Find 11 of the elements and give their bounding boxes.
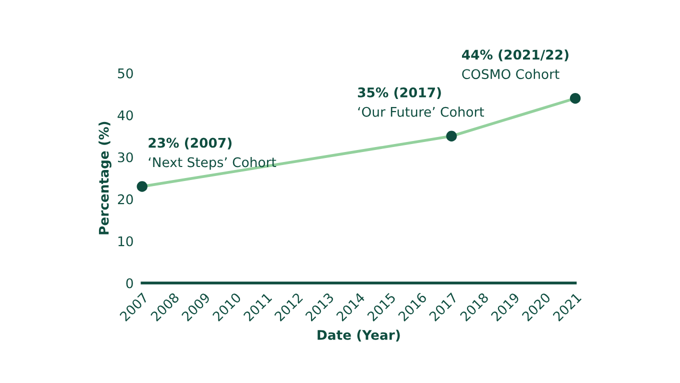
y-tick-label: 10 — [118, 236, 133, 246]
y-tick-label: 30 — [118, 152, 133, 162]
annotation: 35% (2017) ‘Our Future’ Cohort — [358, 87, 484, 117]
y-tick-label: 20 — [118, 194, 133, 204]
annotation: 44% (2021/22) COSMO Cohort — [462, 49, 568, 80]
y-tick-label: 50 — [118, 68, 133, 78]
y-tick-label: 0 — [126, 278, 133, 288]
y-tick-label: 40 — [118, 110, 133, 120]
x-axis-title: Date (Year) — [318, 330, 400, 342]
y-axis-title: Percentage (%) — [98, 122, 112, 234]
annotation: 23% (2007) ‘Next Steps’ Cohort — [148, 138, 276, 170]
